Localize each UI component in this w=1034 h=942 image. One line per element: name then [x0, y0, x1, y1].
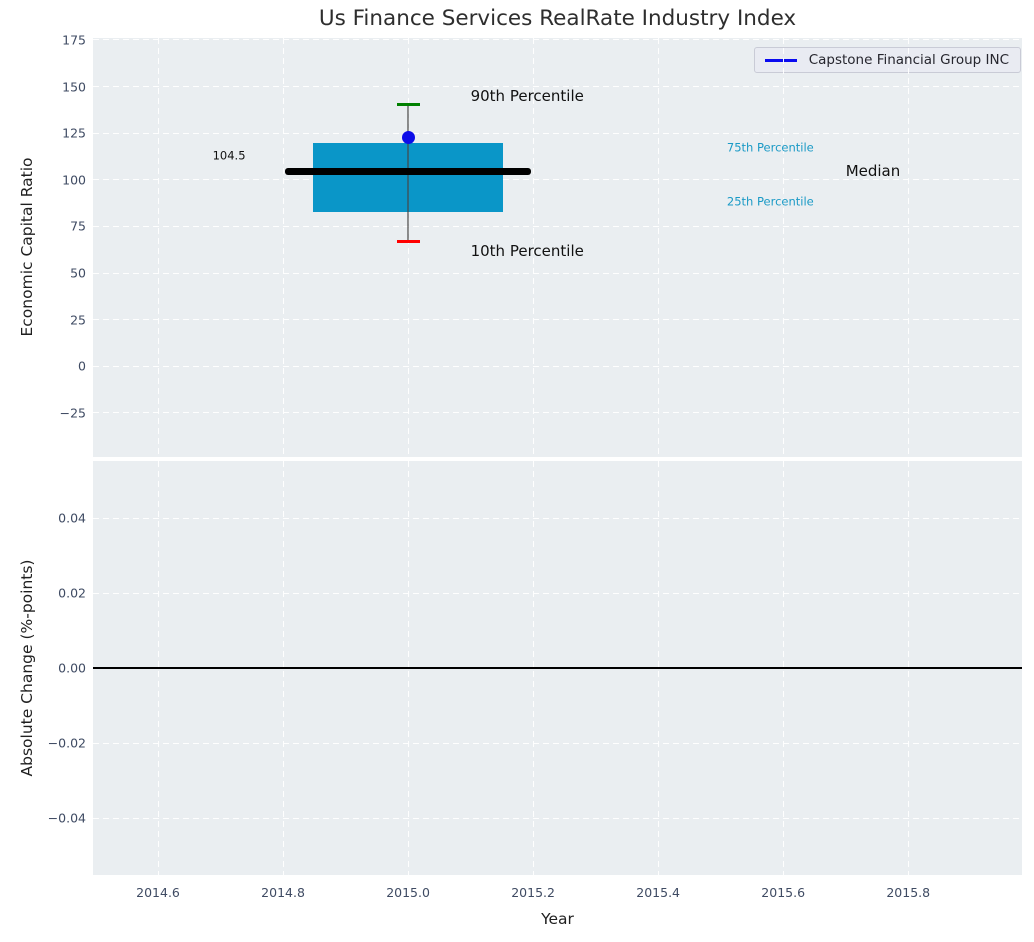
- x-tick-label: 2015.0: [386, 885, 430, 900]
- gridline-horizontal: [93, 225, 1022, 227]
- y-tick-label: 0: [78, 358, 86, 374]
- legend-label: Capstone Financial Group INC: [808, 52, 1009, 68]
- gridline-horizontal: [93, 517, 1022, 519]
- zero-line: [93, 667, 1022, 669]
- gridline-vertical: [407, 38, 409, 457]
- gridline-vertical: [657, 38, 659, 457]
- x-tick-label: 2014.6: [136, 885, 180, 900]
- gridline-horizontal: [93, 132, 1022, 134]
- gridline-horizontal: [93, 592, 1022, 594]
- legend-line-swatch: [764, 58, 797, 62]
- whisker-cap-p90: [396, 103, 420, 106]
- y-tick-label: 0.02: [58, 585, 86, 601]
- gridline-horizontal: [93, 365, 1022, 367]
- whisker-cap-p10: [396, 240, 420, 243]
- annotation-75th-percentile: 75th Percentile: [726, 140, 814, 155]
- x-tick-label: 2014.8: [261, 885, 305, 900]
- y-tick-label: −0.02: [47, 735, 86, 751]
- y-tick-label: 100: [62, 172, 86, 188]
- y-tick-label: 0.04: [58, 510, 86, 526]
- gridline-horizontal: [93, 179, 1022, 181]
- gridline-horizontal: [93, 319, 1022, 321]
- x-tick-label: 2015.6: [761, 885, 806, 900]
- gridline-vertical: [907, 38, 909, 457]
- median-line: [284, 167, 532, 175]
- company-marker: [401, 131, 415, 145]
- gridline-horizontal: [93, 817, 1022, 819]
- annotation-10th-percentile: 10th Percentile: [470, 241, 584, 260]
- gridline-horizontal: [93, 39, 1022, 41]
- x-axis-label-year: Year: [541, 910, 574, 928]
- axes-economic-capital-ratio: Capstone Financial Group INC 90th Percen…: [93, 38, 1022, 457]
- y-tick-label: −25: [59, 405, 86, 421]
- annotation-25th-percentile: 25th Percentile: [726, 194, 814, 209]
- y-tick-label: 75: [70, 218, 86, 234]
- y-tick-label: 150: [62, 79, 86, 95]
- legend: Capstone Financial Group INC: [753, 47, 1021, 73]
- y-tick-label: 0.00: [58, 660, 86, 676]
- gridline-vertical: [157, 38, 159, 457]
- x-tick-label: 2015.4: [636, 885, 681, 900]
- annotation-90th-percentile: 90th Percentile: [470, 86, 584, 105]
- axes-absolute-change: [93, 461, 1022, 875]
- gridline-vertical: [782, 38, 784, 457]
- gridline-horizontal: [93, 86, 1022, 88]
- y-tick-label: −0.04: [47, 810, 86, 826]
- gridline-vertical: [282, 38, 284, 457]
- gridline-horizontal: [93, 272, 1022, 274]
- chart-title: Us Finance Services RealRate Industry In…: [318, 6, 797, 31]
- annotation-104-5: 104.5: [212, 148, 246, 163]
- gridline-vertical: [532, 38, 534, 457]
- x-tick-label: 2015.8: [886, 885, 931, 900]
- y-tick-label: 175: [62, 32, 86, 48]
- y-tick-label: 25: [70, 312, 86, 328]
- annotation-median: Median: [845, 162, 901, 181]
- gridline-horizontal: [93, 742, 1022, 744]
- y-tick-label: 125: [62, 125, 86, 141]
- y-tick-label: 50: [70, 265, 86, 281]
- x-tick-label: 2015.2: [511, 885, 555, 900]
- gridline-horizontal: [93, 412, 1022, 414]
